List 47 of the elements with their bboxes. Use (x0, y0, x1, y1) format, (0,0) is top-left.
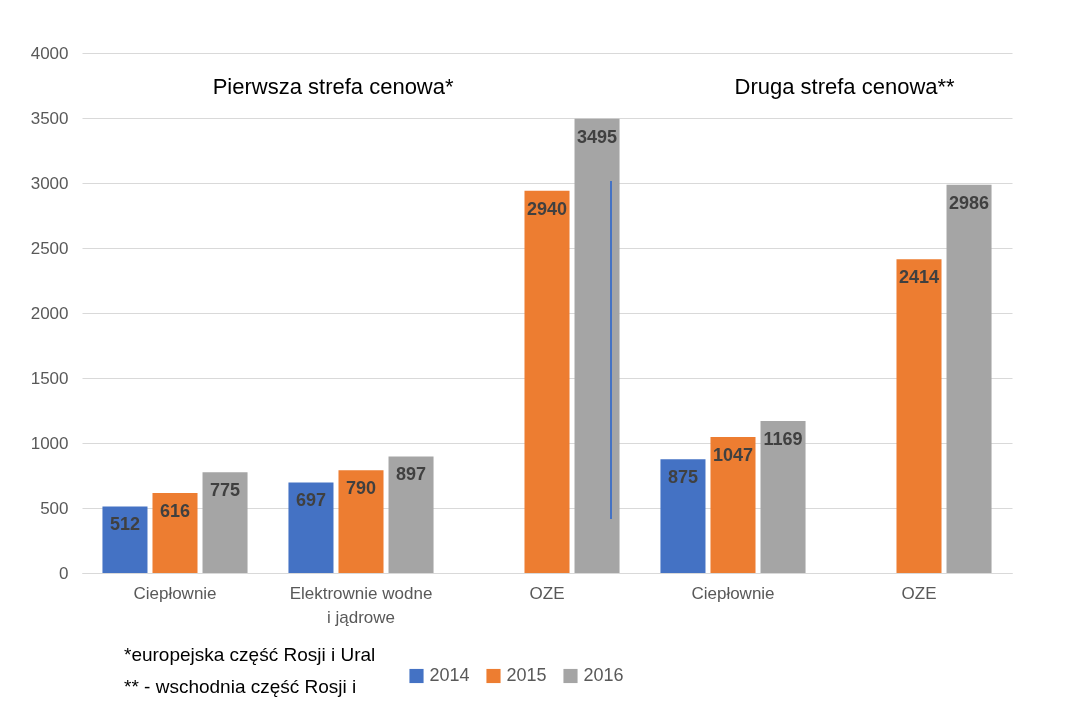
y-tick-label: 1000 (30, 433, 69, 453)
x-tick-label: OZE (529, 583, 565, 603)
bar (710, 436, 756, 573)
bar (102, 506, 148, 573)
text: ** - wschodnia część Rosji i (124, 676, 357, 698)
data-label: 875 (667, 467, 698, 488)
data-label: 1169 (763, 429, 803, 450)
legend-label: 2015 (506, 665, 547, 685)
bar (288, 482, 334, 573)
y-tick-label: 3500 (30, 108, 69, 128)
bar (338, 470, 384, 573)
bar (524, 190, 570, 573)
y-tick-label: 1500 (30, 368, 69, 388)
y-tick-label: 0 (59, 563, 69, 583)
x-tick-label: Elektrownie wodne i jądrowe (289, 583, 433, 627)
y-tick-label: 500 (40, 498, 69, 518)
x-tick-label: Ciepłownie (691, 583, 775, 603)
x-tick-label: Ciepłownie (133, 583, 217, 603)
data-label: 2986 (949, 192, 990, 213)
bar (202, 472, 248, 573)
y-tick-label: 3000 (30, 173, 69, 193)
bar (388, 456, 434, 573)
data-label: 697 (295, 490, 326, 511)
bar (760, 421, 806, 573)
annotation: Pierwsza strefa cenowa* (212, 74, 454, 99)
annotation: Druga strefa cenowa** (734, 74, 956, 99)
data-label: 616 (159, 500, 191, 521)
data-label: 3495 (577, 126, 618, 147)
data-label: 1047 (712, 444, 754, 465)
data-label: 775 (210, 480, 241, 501)
text: *europejska część Rosji i Ural (124, 644, 376, 666)
y-tick-label: 2500 (30, 238, 69, 258)
legend-label: 2016 (583, 665, 624, 685)
x-tick-label: OZE (901, 583, 937, 603)
legend-label: 2014 (429, 665, 470, 685)
bar (152, 492, 198, 573)
bar (946, 184, 992, 573)
data-label: 790 (345, 478, 377, 499)
y-tick-label: 2000 (30, 303, 69, 323)
y-tick-label: 4000 (30, 43, 69, 63)
data-label: 2940 (526, 198, 568, 219)
bar (660, 459, 706, 573)
data-label: 2414 (898, 267, 940, 288)
data-label: 897 (396, 464, 427, 485)
bar (574, 118, 620, 573)
data-label: 512 (109, 514, 140, 535)
bar (896, 259, 942, 573)
